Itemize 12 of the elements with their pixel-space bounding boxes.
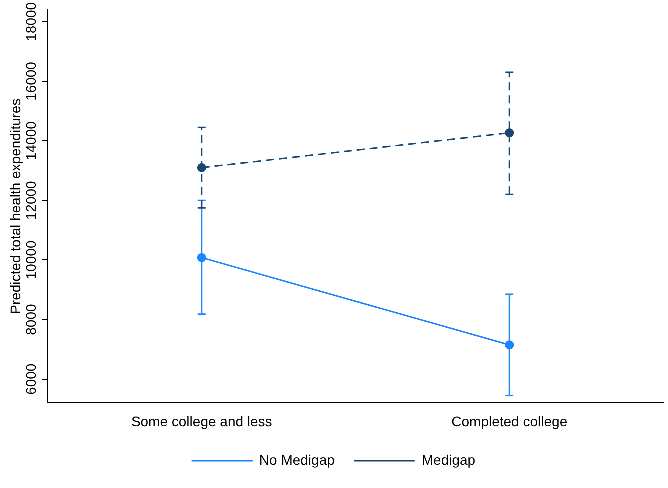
legend-label: No Medigap <box>259 452 336 468</box>
x-tick-label: Completed college <box>452 413 568 430</box>
legend-label: Medigap <box>422 452 476 468</box>
y-axis-title: Predicted total health expenditures <box>7 98 24 314</box>
y-tick-label: 6000 <box>22 364 39 395</box>
y-tick-label: 18000 <box>22 2 39 42</box>
y-tick-label: 12000 <box>22 180 39 220</box>
x-tick-label: Some college and less <box>131 413 272 430</box>
y-tick-label: 8000 <box>22 304 39 336</box>
y-tick-label: 16000 <box>22 62 39 101</box>
y-tick-label: 10000 <box>22 240 39 280</box>
y-tick-label: 14000 <box>22 121 39 161</box>
